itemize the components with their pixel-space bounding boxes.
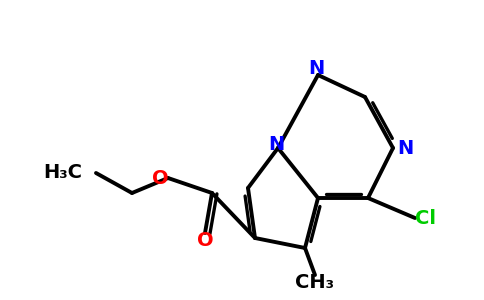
Text: N: N — [308, 59, 324, 79]
Text: CH₃: CH₃ — [296, 274, 334, 292]
Text: H₃C: H₃C — [43, 164, 82, 182]
Text: O: O — [197, 232, 213, 250]
Text: O: O — [151, 169, 168, 188]
Text: Cl: Cl — [414, 208, 436, 227]
Text: N: N — [397, 139, 413, 158]
Text: N: N — [268, 134, 284, 154]
